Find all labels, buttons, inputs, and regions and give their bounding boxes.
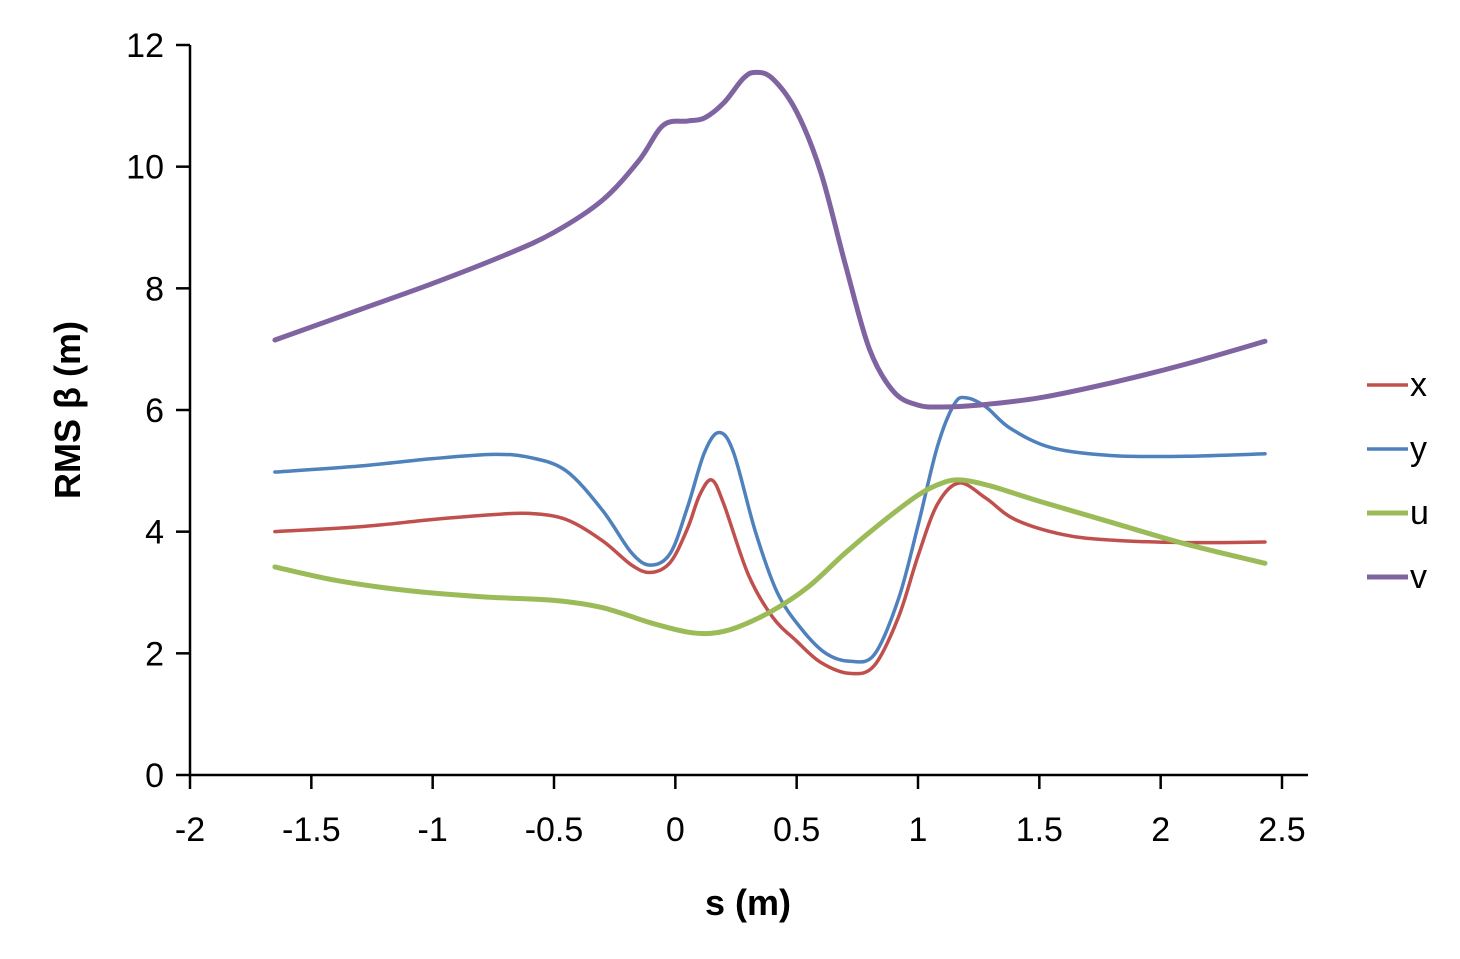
y-tick-label: 10 — [126, 149, 164, 187]
axes: 0 2 4 6 8 10 12 -2 -1.5 -1 -0.5 0 0.5 1 1.5 2 2.5 — [126, 27, 1308, 849]
y-tick-label: 4 — [145, 514, 164, 552]
y-tick-label: 8 — [145, 270, 164, 308]
x-tick-label: 1.5 — [1016, 811, 1063, 849]
x-axis-title: s (m) — [705, 882, 791, 923]
y-tick-label: 2 — [145, 635, 164, 673]
x-tick-label: -0.5 — [525, 811, 584, 849]
x-tick-label: 0.5 — [773, 811, 820, 849]
legend-label-v: v — [1410, 558, 1427, 596]
y-tick-label: 6 — [145, 392, 164, 430]
x-tick-label: 1 — [909, 811, 928, 849]
series-line-u — [272, 477, 1268, 637]
x-tick-label: 0 — [666, 811, 685, 849]
legend-label-x: x — [1410, 366, 1427, 404]
x-tick-label: -2 — [175, 811, 205, 849]
legend-label-u: u — [1410, 494, 1429, 532]
y-tick-label: 12 — [126, 27, 164, 65]
y-tick-label: 0 — [145, 757, 164, 795]
x-tick-label: 2 — [1151, 811, 1170, 849]
series-line-x — [273, 478, 1267, 676]
legend-label-y: y — [1410, 430, 1427, 468]
series-line-v — [272, 69, 1268, 410]
x-tick-label: -1 — [418, 811, 448, 849]
series-lines — [272, 69, 1268, 676]
x-tick-label: 2.5 — [1258, 811, 1305, 849]
x-tick-label: -1.5 — [282, 811, 341, 849]
series-line-y — [273, 395, 1267, 664]
y-axis-title: RMS β (m) — [47, 321, 88, 499]
